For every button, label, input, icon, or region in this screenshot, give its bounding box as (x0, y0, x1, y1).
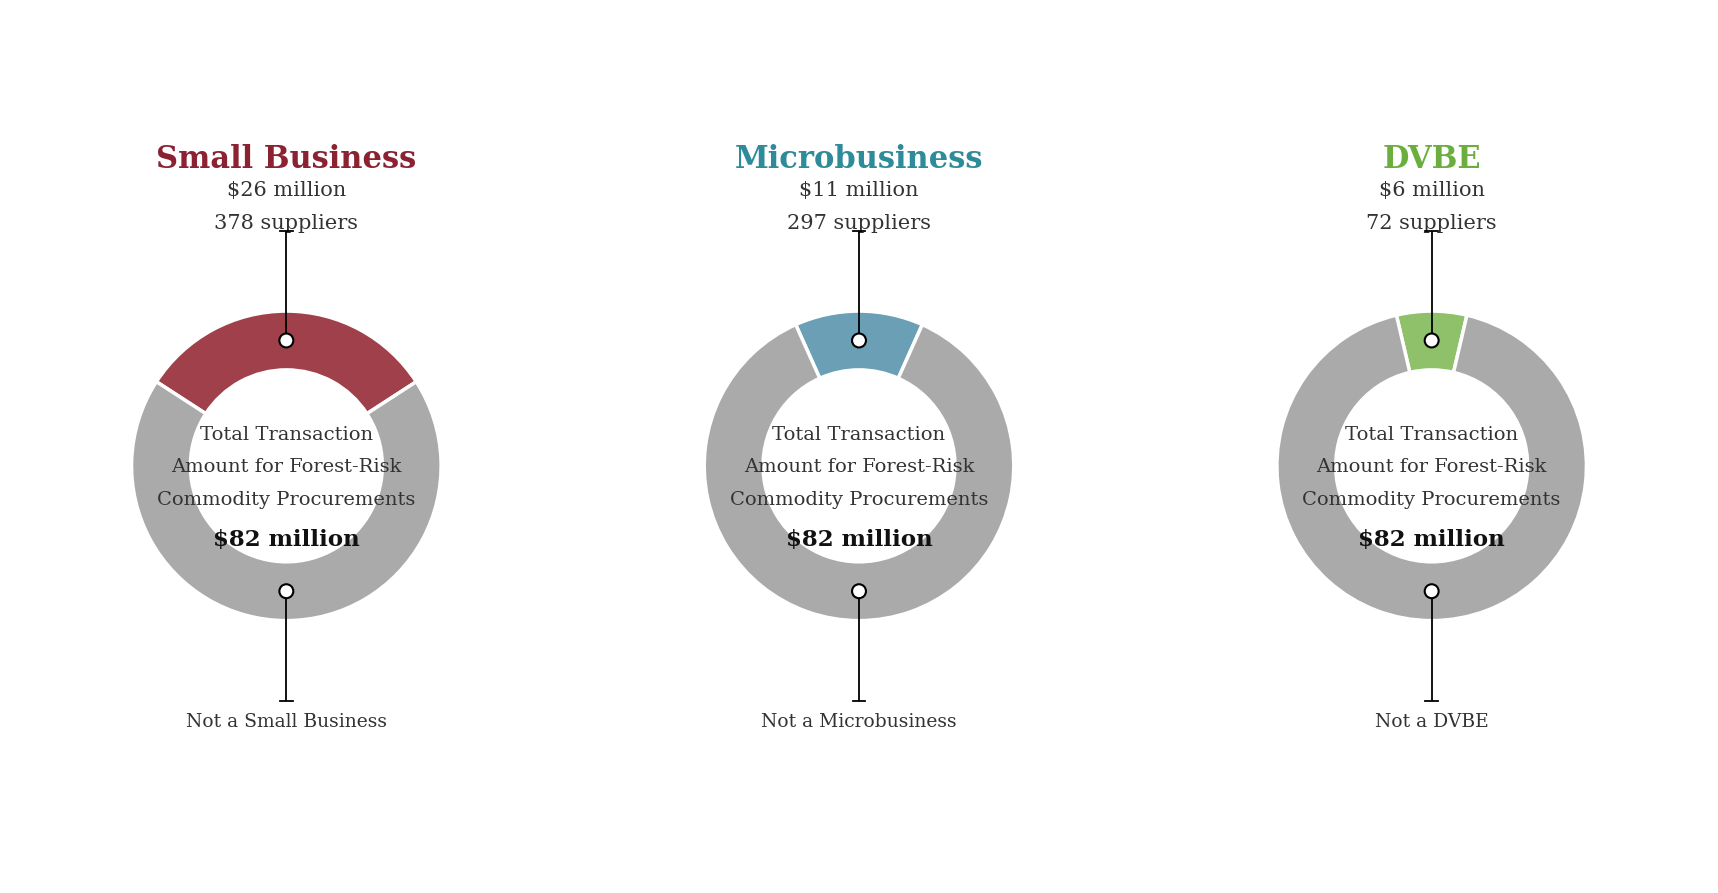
Text: Not a DVBE: Not a DVBE (1374, 714, 1488, 731)
Circle shape (280, 584, 294, 598)
Text: 378 suppliers: 378 suppliers (215, 213, 359, 232)
Circle shape (1424, 584, 1438, 598)
Text: 72 suppliers: 72 suppliers (1366, 213, 1496, 232)
Text: Not a Microbusiness: Not a Microbusiness (761, 714, 957, 731)
Text: Amount for Forest-Risk: Amount for Forest-Risk (172, 458, 402, 476)
Text: Commodity Procurements: Commodity Procurements (1302, 491, 1562, 509)
Text: $82 million: $82 million (785, 530, 933, 551)
Text: Not a Small Business: Not a Small Business (186, 714, 387, 731)
Text: $82 million: $82 million (1359, 530, 1505, 551)
Text: Total Transaction: Total Transaction (199, 426, 373, 444)
Text: $26 million: $26 million (227, 181, 345, 200)
Circle shape (280, 333, 294, 347)
Wedge shape (704, 325, 1014, 621)
Text: $82 million: $82 million (213, 530, 359, 551)
Circle shape (852, 333, 866, 347)
Text: Amount for Forest-Risk: Amount for Forest-Risk (744, 458, 974, 476)
Wedge shape (1276, 315, 1586, 621)
Wedge shape (795, 311, 923, 379)
Text: Microbusiness: Microbusiness (735, 144, 983, 175)
Circle shape (852, 584, 866, 598)
Wedge shape (132, 381, 442, 621)
Text: $6 million: $6 million (1378, 181, 1484, 200)
Circle shape (1424, 333, 1438, 347)
Wedge shape (156, 311, 416, 413)
Text: Commodity Procurements: Commodity Procurements (730, 491, 988, 509)
Text: Total Transaction: Total Transaction (1345, 426, 1519, 444)
Text: Small Business: Small Business (156, 144, 416, 175)
Text: Commodity Procurements: Commodity Procurements (156, 491, 416, 509)
Text: Amount for Forest-Risk: Amount for Forest-Risk (1316, 458, 1546, 476)
Wedge shape (1397, 311, 1467, 372)
Text: $11 million: $11 million (799, 181, 919, 200)
Text: DVBE: DVBE (1383, 144, 1481, 175)
Text: Total Transaction: Total Transaction (773, 426, 945, 444)
Text: 297 suppliers: 297 suppliers (787, 213, 931, 232)
